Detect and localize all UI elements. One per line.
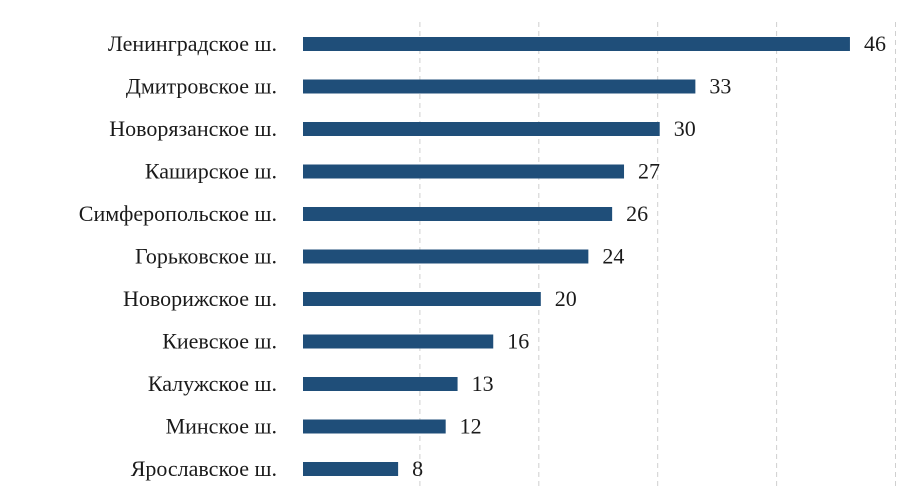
bar-4: [303, 207, 613, 221]
bar-6: [303, 292, 541, 306]
value-label-3: 27: [638, 159, 660, 184]
bar-5: [303, 249, 589, 264]
value-label-0: 46: [864, 31, 886, 56]
category-label-0: Ленинградское ш.: [108, 31, 277, 56]
category-label-7: Киевское ш.: [162, 329, 277, 354]
category-label-6: Новорижское ш.: [123, 286, 277, 311]
category-label-3: Каширское ш.: [145, 159, 277, 184]
value-label-6: 20: [555, 286, 577, 311]
value-label-8: 13: [472, 371, 494, 396]
bar-8: [303, 377, 458, 391]
category-label-10: Ярославское ш.: [131, 456, 277, 481]
category-label-4: Симферопольское ш.: [79, 201, 277, 226]
bar-1: [303, 79, 696, 94]
category-label-5: Горьковское ш.: [135, 244, 277, 269]
category-labels: Ленинградское ш. Дмитровское ш. Новорязанс…: [79, 31, 277, 481]
category-label-8: Калужское ш.: [148, 371, 277, 396]
value-label-10: 8: [412, 456, 423, 481]
bar-7: [303, 334, 494, 349]
bar-2: [303, 122, 660, 136]
bar-0: [303, 37, 850, 51]
value-label-9: 12: [460, 414, 482, 439]
value-label-5: 24: [602, 244, 624, 269]
gridlines: [419, 22, 896, 488]
bar-10: [303, 462, 399, 476]
value-label-4: 26: [626, 201, 648, 226]
bars: [303, 37, 850, 476]
category-label-2: Новорязанское ш.: [109, 116, 277, 141]
category-label-1: Дмитровское ш.: [126, 74, 277, 99]
bar-9: [303, 419, 446, 434]
value-label-7: 16: [507, 329, 529, 354]
value-label-1: 33: [709, 74, 731, 99]
category-label-9: Минское ш.: [166, 414, 277, 439]
value-label-2: 30: [674, 116, 696, 141]
bar-3: [303, 164, 625, 179]
